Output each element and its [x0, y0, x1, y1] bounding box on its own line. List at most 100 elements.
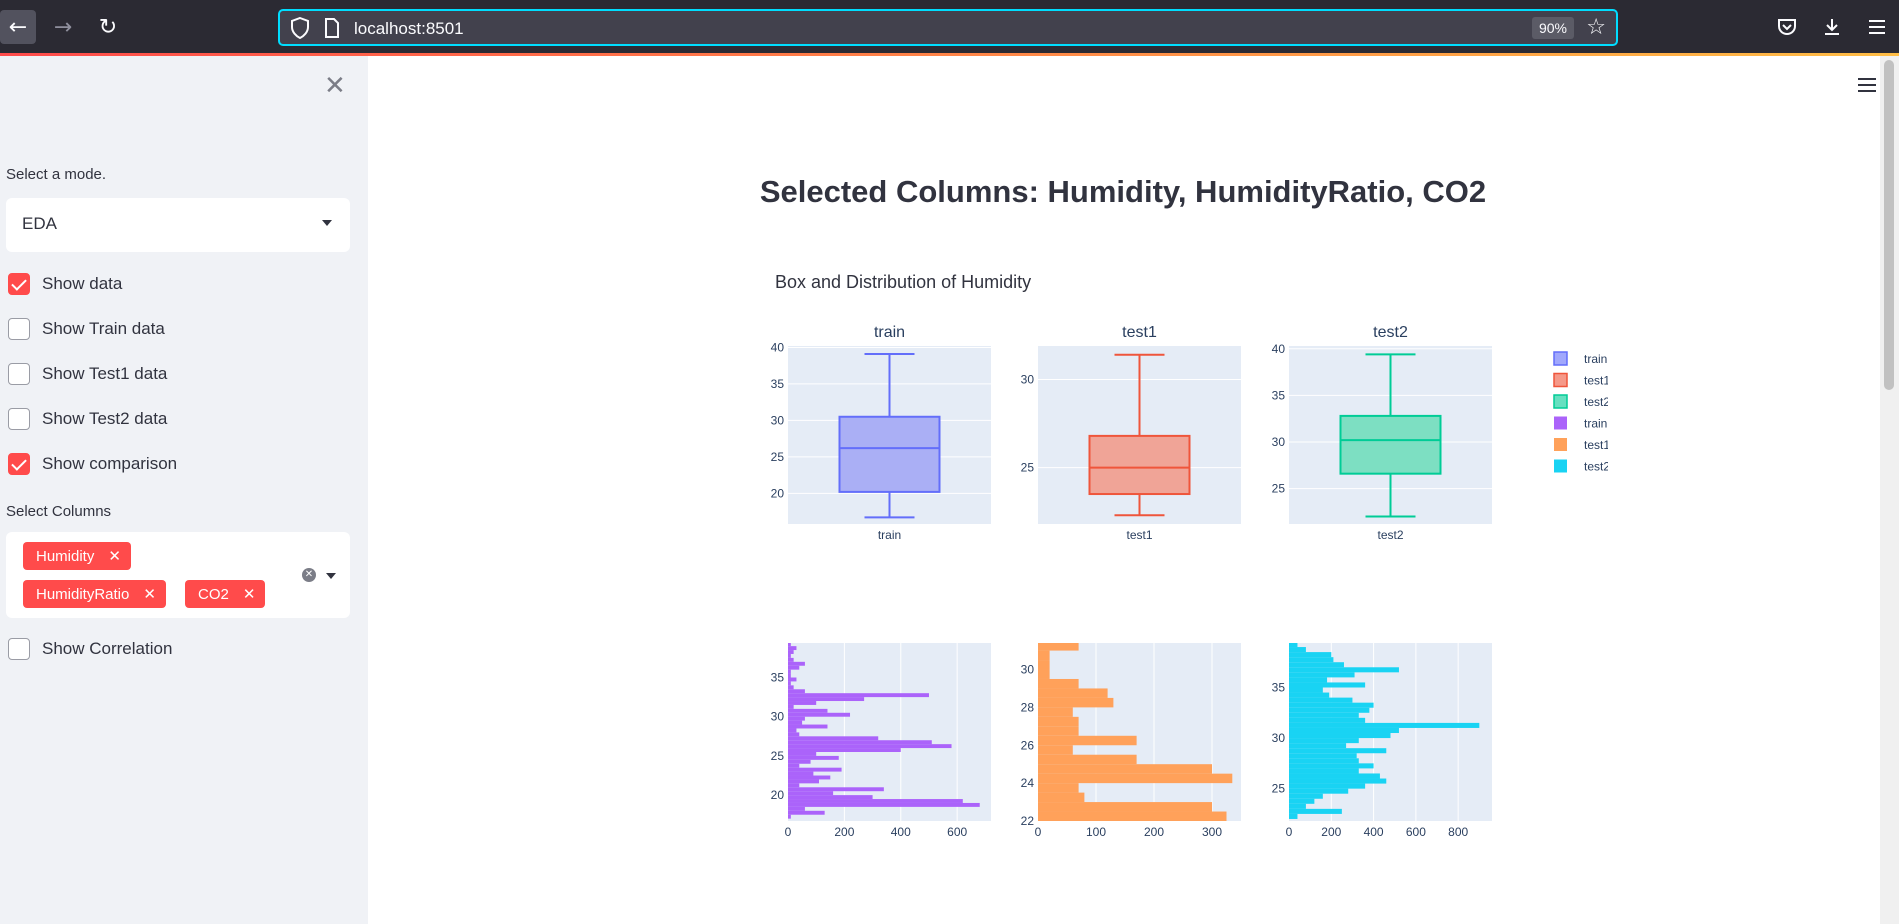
reload-icon[interactable]: ↻ — [98, 14, 118, 40]
x-tick-label: 400 — [891, 825, 911, 839]
histogram-bar — [1289, 733, 1391, 739]
y-tick-label: 40 — [1272, 342, 1286, 356]
zoom-level[interactable]: 90% — [1532, 17, 1574, 39]
histogram-bar — [1289, 652, 1332, 658]
x-tick-label: test1 — [1126, 528, 1152, 542]
checkbox-unchecked[interactable] — [8, 363, 30, 385]
y-tick-label: 25 — [1272, 482, 1286, 496]
histogram-bar — [1038, 783, 1079, 793]
back-arrow-icon[interactable]: ← — [0, 10, 36, 44]
y-tick-label: 25 — [1021, 461, 1035, 475]
histogram-bar — [1038, 773, 1233, 784]
histogram-bar — [788, 650, 794, 654]
histogram-bar — [788, 771, 814, 776]
checkbox-checked[interactable] — [8, 273, 30, 295]
chevron-down-icon[interactable] — [326, 573, 336, 579]
checkbox-show-train-data[interactable]: Show Train data — [8, 317, 165, 341]
histogram-bar — [788, 693, 929, 698]
y-tick-label: 24 — [1021, 776, 1035, 790]
forward-arrow-icon[interactable]: → — [53, 14, 73, 40]
checkbox-unchecked[interactable] — [8, 318, 30, 340]
remove-tag-icon[interactable]: ✕ — [143, 586, 156, 603]
histogram-bar — [1289, 778, 1387, 784]
histogram-bar — [1038, 643, 1079, 651]
histogram-bar — [1289, 758, 1359, 764]
scrollbar-thumb[interactable] — [1884, 60, 1894, 390]
checkbox-checked[interactable] — [8, 453, 30, 475]
url-text[interactable]: localhost:8501 — [354, 19, 464, 38]
histogram-bar — [1289, 687, 1323, 693]
histogram-bar — [788, 661, 805, 666]
box-iqr — [838, 415, 941, 493]
columns-multiselect[interactable]: Humidity ✕ HumidityRatio ✕ CO2 ✕ ✕ — [6, 532, 350, 618]
mode-select[interactable]: EDA — [6, 198, 350, 252]
main-content: Selected Columns: Humidity, HumidityRati… — [368, 56, 1899, 924]
y-tick-label: 35 — [1272, 681, 1286, 695]
checkbox-show-data[interactable]: Show data — [8, 272, 122, 296]
bookmark-star-icon[interactable]: ☆ — [1586, 15, 1606, 40]
histogram-bar — [1038, 726, 1079, 736]
histogram-bar — [1289, 707, 1370, 713]
histogram-bar — [1289, 677, 1328, 683]
histogram-bar — [788, 677, 797, 682]
legend-swatch — [1554, 438, 1567, 451]
address-bar[interactable]: localhost:8501 90% ☆ — [278, 9, 1618, 46]
close-icon[interactable]: ✕ — [324, 70, 346, 100]
app-menu-icon[interactable] — [1858, 78, 1876, 92]
histogram-bar — [788, 810, 825, 815]
download-icon[interactable] — [1817, 12, 1847, 42]
box-iqr — [1088, 434, 1191, 496]
histogram-bar — [788, 716, 805, 721]
histogram-bar — [788, 685, 794, 690]
shield-icon[interactable] — [290, 17, 310, 39]
legend-label: test1 — [1584, 438, 1608, 452]
distribution-chart[interactable]: 20 25 30 35 40 train train 25 30 test1 test1 25 30 35… — [768, 306, 1608, 906]
legend-swatch — [1553, 394, 1568, 409]
histogram-bar — [788, 795, 873, 800]
histogram-bar — [788, 701, 817, 705]
checkbox-label: Show Train data — [42, 319, 165, 338]
checkbox-unchecked[interactable] — [8, 638, 30, 660]
checkbox-unchecked[interactable] — [8, 408, 30, 430]
chart-subtitle: Box and Distribution of Humidity — [775, 272, 1032, 292]
y-tick-label: 35 — [1272, 388, 1286, 402]
tag-label: CO2 — [198, 585, 229, 603]
y-tick-label: 35 — [771, 671, 785, 685]
histogram-bar — [1038, 792, 1085, 803]
legend-swatch — [1554, 459, 1567, 473]
remove-tag-icon[interactable]: ✕ — [108, 548, 121, 565]
legend-swatch — [1554, 416, 1567, 430]
histogram-bar — [1289, 712, 1359, 718]
histogram-bar — [788, 767, 842, 772]
remove-tag-icon[interactable]: ✕ — [242, 586, 256, 603]
histogram-bar — [788, 657, 794, 662]
histogram-bar — [1038, 660, 1050, 670]
pocket-icon[interactable] — [1772, 12, 1802, 42]
histogram-bar — [1289, 662, 1344, 668]
histogram-bar — [788, 724, 828, 729]
checkbox-show-test1-data[interactable]: Show Test1 data — [8, 362, 167, 386]
subplot-title: train — [874, 324, 905, 341]
checkbox-show-comparison[interactable]: Show comparison — [8, 452, 177, 476]
y-tick-label: 40 — [771, 340, 785, 354]
histogram-bar — [788, 748, 901, 752]
histogram-bar — [1038, 754, 1137, 765]
y-tick-label: 30 — [1272, 435, 1286, 449]
histogram-bar — [1038, 650, 1050, 661]
x-tick-label: train — [878, 528, 901, 542]
histogram-bar — [788, 736, 879, 741]
histogram-bar — [1038, 669, 1050, 679]
menu-icon[interactable] — [1862, 12, 1892, 42]
clear-all-icon[interactable]: ✕ — [302, 568, 316, 582]
columns-label: Select Columns — [6, 503, 112, 520]
checkbox-show-test2-data[interactable]: Show Test2 data — [8, 407, 167, 431]
box-iqr — [1339, 414, 1442, 475]
checkbox-label: Show Correlation — [42, 639, 173, 658]
scrollbar[interactable] — [1880, 56, 1899, 924]
checkbox-show-correlation[interactable]: Show Correlation — [8, 637, 172, 661]
histogram-bar — [788, 744, 952, 749]
chevron-down-icon — [322, 220, 332, 226]
histogram-bar — [1289, 702, 1374, 708]
subplot-title: test2 — [1373, 324, 1408, 341]
x-tick-label: 200 — [834, 825, 854, 839]
